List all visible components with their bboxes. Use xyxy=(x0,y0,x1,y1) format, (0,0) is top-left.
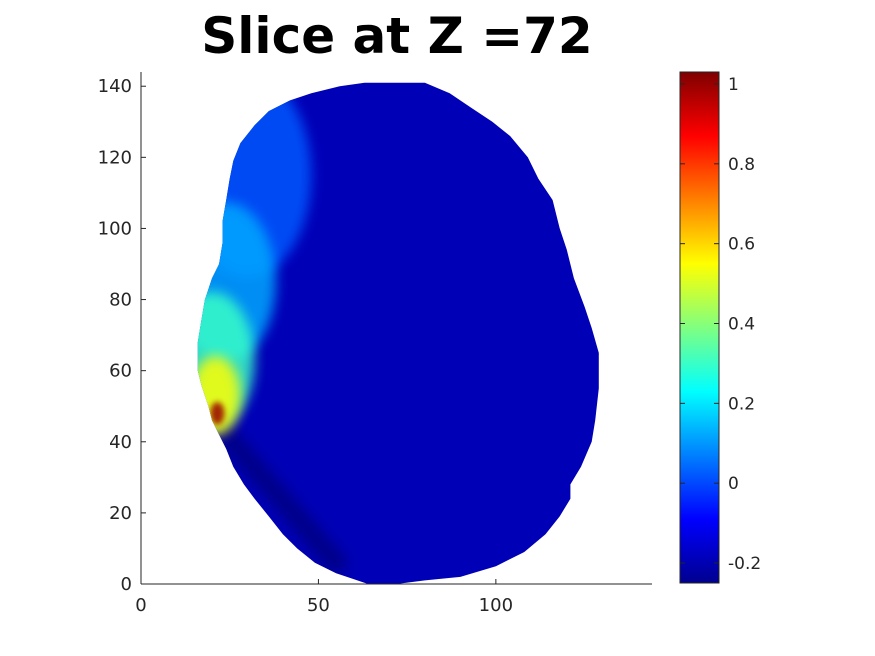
heatmap-image xyxy=(197,82,599,584)
y-tick-label: 140 xyxy=(98,76,132,97)
y-tick-label: 80 xyxy=(109,290,132,311)
colorbar-tick-label: 0.4 xyxy=(728,315,755,335)
x-tick-label: 0 xyxy=(135,595,146,616)
y-tick-label: 20 xyxy=(109,503,132,524)
cold-band xyxy=(215,423,348,574)
colorbar-gradient xyxy=(679,71,720,584)
y-tick-label: 60 xyxy=(109,361,132,382)
plot-area xyxy=(197,82,599,584)
x-tick-label: 50 xyxy=(307,595,330,616)
colorbar-tick-label: -0.2 xyxy=(728,554,761,574)
y-tick-label: 40 xyxy=(109,432,132,453)
hotspot-4 xyxy=(210,401,225,425)
colorbar: -0.2 0 0.2 0.4 0.6 0.8 1 xyxy=(679,71,761,584)
colorbar-tick-label: 0.8 xyxy=(728,155,755,175)
colorbar-ticks: -0.2 0 0.2 0.4 0.6 0.8 1 xyxy=(680,75,761,574)
colorbar-tick-label: 1 xyxy=(728,75,739,95)
y-tick-label: 100 xyxy=(98,218,132,239)
colorbar-tick-label: 0 xyxy=(728,474,739,494)
x-ticks: 0 50 100 xyxy=(135,579,513,616)
colorbar-tick-label: 0.6 xyxy=(728,235,755,255)
y-tick-label: 0 xyxy=(121,574,132,595)
colorbar-tick-label: 0.2 xyxy=(728,394,755,414)
chart-title: Slice at Z =72 xyxy=(201,7,592,65)
y-tick-label: 120 xyxy=(98,147,132,168)
x-tick-label: 100 xyxy=(479,595,513,616)
y-ticks: 0 20 40 60 80 100 120 140 xyxy=(98,76,146,595)
